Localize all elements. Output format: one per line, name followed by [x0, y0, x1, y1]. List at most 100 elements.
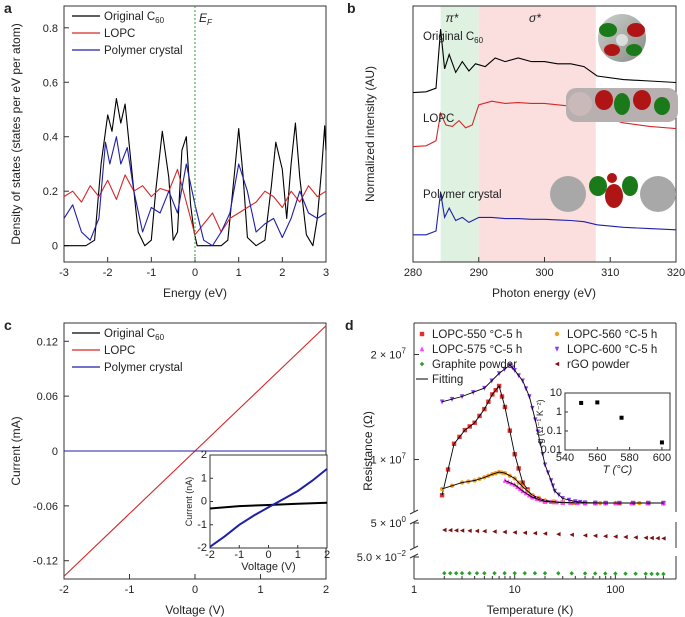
inset-xtick-label: 1: [295, 549, 301, 561]
data-point: [661, 571, 666, 577]
panel-b-series-line: [412, 29, 677, 94]
panel-d-inset: 540 560 580 600 10 1 0.1 0.01 T (°C) g (Ω⁻¹ K⁻²): [535, 387, 671, 476]
panel-b-label: b: [347, 0, 356, 16]
data-point: [439, 486, 445, 492]
panel-d-legend-label: LOPC-575 °C-5 h: [432, 344, 522, 356]
data-point: [459, 571, 465, 576]
panel-d-ytick-label-exp: 7: [402, 452, 407, 461]
data-point: [448, 571, 453, 576]
inset-xtick-label: 600: [653, 452, 671, 464]
data-point: [592, 533, 598, 538]
inset-xtick-label: 540: [556, 452, 574, 464]
inset-ytick-label: 10: [550, 387, 562, 399]
panel-b-curve-label-text: LOPC: [423, 113, 454, 125]
data-point: [532, 531, 538, 536]
panel-d-ylabel: Resistance (Ω): [361, 411, 375, 491]
panel-d-series: [442, 571, 666, 577]
panel-d-ytick-label: 5.0 × 10−2: [357, 549, 407, 564]
data-point: [603, 571, 608, 576]
panel-c-inset: -2 -1 0 1 2 -2 -1 0 1 2 Voltage (V) Current (nA): [184, 449, 330, 573]
inset-ylabel: Current (nA): [184, 477, 194, 527]
data-point: [482, 529, 487, 534]
panel-d-xtick-label: 10: [509, 584, 521, 596]
panel-a: a -3 -2 -1 0 1 2 3 0 0.2 0.4 0.6 0.8 EF Original C6…: [4, 0, 329, 300]
pi-star-band: [440, 6, 479, 262]
panel-c-xtick-label: 0: [192, 584, 198, 596]
panel-c-ylabel: Current (mA): [9, 416, 23, 485]
inset-ytick-label: 0.1: [547, 425, 562, 437]
data-point: [643, 535, 648, 540]
data-point: [502, 529, 507, 535]
data-point: [633, 571, 638, 576]
panel-a-xtick-label: -1: [146, 267, 156, 279]
panel-c-ytick-label: 0: [52, 446, 58, 458]
panel-d-legend-label: LOPC-560 °C-5 h: [567, 329, 657, 341]
data-point: [633, 535, 638, 540]
panel-a-legend-label-text: Polymer crystal: [104, 45, 183, 57]
panel-c-ytick-label: -0.06: [33, 501, 58, 513]
fitting-line: [441, 364, 664, 504]
inset-xtick-label: -1: [234, 549, 244, 561]
panel-d-series: [442, 527, 666, 541]
panel-c-legend-label-sub: 60: [155, 333, 164, 342]
panel-b: b π* σ* 280 290 300 310 320 Original C60 LOPC…: [347, 0, 685, 300]
panel-a-ytick-label: 0: [52, 241, 58, 253]
inset-data-point: [659, 440, 664, 445]
panel-d-xtick-label: 100: [606, 584, 624, 596]
data-point: [502, 571, 507, 576]
data-point: [542, 571, 548, 576]
inset-xtick-label: 580: [620, 452, 638, 464]
panel-d-legend: LOPC-550 °C-5 h LOPC-560 °C-5 h LOPC-575 °…: [416, 329, 657, 386]
data-point: [661, 500, 666, 506]
inset-ylabel: g (Ω⁻¹ K⁻²): [535, 399, 545, 443]
data-point: [482, 571, 487, 576]
panel-c-xtick-label: -1: [125, 584, 135, 596]
data-point: [532, 571, 538, 576]
inset-data-point: [595, 400, 600, 405]
panel-b-xtick-label: 280: [404, 267, 422, 279]
inset-ytick-label: 1: [556, 406, 562, 418]
inset-series-line: [209, 468, 328, 548]
panel-a-ytick-label: 0.6: [43, 77, 58, 89]
pi-star-label: π*: [446, 11, 459, 25]
panel-a-legend: Original C60 LOPC Polymer crystal: [72, 11, 183, 57]
data-point: [569, 571, 574, 576]
data-point: [603, 534, 608, 539]
molecule-illustration-c60: [598, 14, 646, 62]
inset-xtick-label: 0: [265, 549, 271, 561]
panel-c-label: c: [4, 317, 12, 333]
panel-d-ytick-label-text: 5 × 10: [371, 518, 402, 530]
panel-c-ytick-label: 0.12: [37, 336, 58, 348]
data-point: [522, 571, 527, 576]
inset-ytick-label: -2: [197, 542, 207, 554]
data-point: [442, 571, 447, 576]
panel-d-series: [439, 362, 666, 577]
panel-d-legend-label: rGO powder: [567, 359, 630, 371]
panel-b-ylabel: Normalized intensity (AU): [363, 66, 377, 202]
panel-a-legend-label: Polymer crystal: [104, 45, 183, 57]
data-point: [582, 533, 588, 538]
panel-d-ytick-label-exp: 0: [402, 515, 407, 524]
sigma-star-band: [478, 6, 596, 262]
data-point: [512, 530, 517, 535]
panel-c-xtick-label: 2: [323, 584, 329, 596]
panel-b-curve-label-text: Original C: [423, 31, 474, 43]
panel-c-legend-label-text: LOPC: [104, 345, 135, 357]
axis-break-mark: [409, 509, 419, 515]
panel-a-legend-label-text: Original C: [104, 11, 155, 23]
panel-b-curve-labels: Original C60 LOPC Polymer crystal: [423, 31, 502, 201]
panel-d-ytick-label: 5 × 100: [371, 515, 407, 530]
panel-b-xlabel: Photon energy (eV): [492, 286, 596, 300]
molecule-illustration-lopc: [566, 88, 678, 122]
data-point: [542, 531, 548, 536]
data-point: [661, 536, 666, 541]
molecule-illustration-polymer: [550, 173, 676, 212]
inset-xtick-label: 2: [324, 549, 330, 561]
data-point: [623, 571, 628, 576]
data-point: [448, 528, 453, 533]
data-point: [649, 571, 654, 577]
data-point: [453, 528, 459, 533]
panel-c-xlabel: Voltage (V): [165, 603, 224, 617]
data-point: [655, 571, 660, 577]
